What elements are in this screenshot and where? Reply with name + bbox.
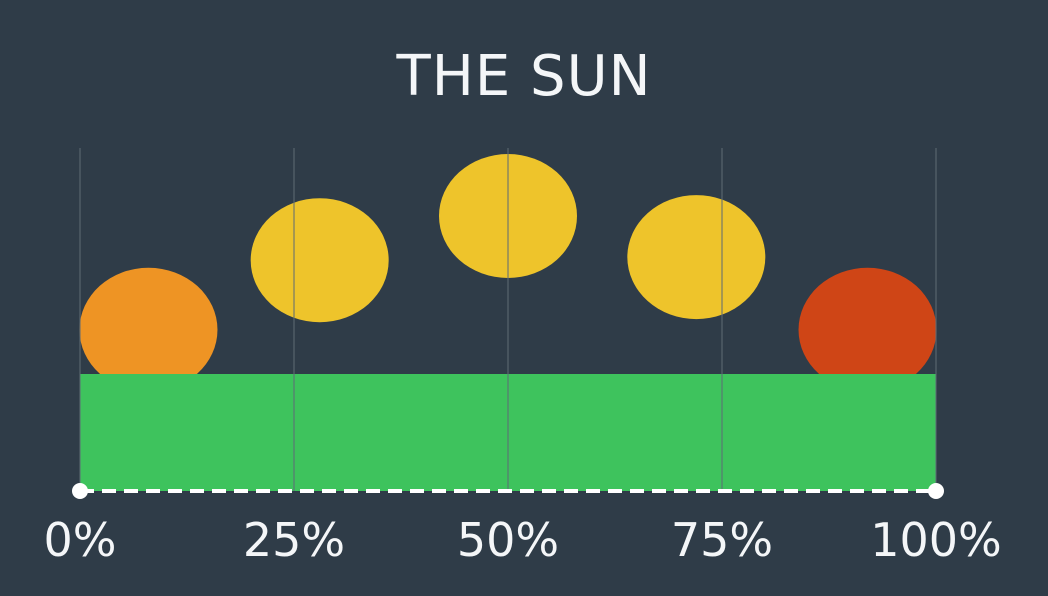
sun-rising-0 [79,267,218,374]
sun-up-1 [250,198,389,323]
diagram-title: THE SUN [396,44,652,109]
tick-label-100: 100% [870,513,1002,567]
track-start-dot [72,483,88,499]
tick-label-75: 75% [670,513,774,567]
suns [79,154,937,374]
tick-label-50: 50% [456,513,560,567]
track-end-dot [928,483,944,499]
sun-up-3 [627,195,766,320]
sun-setting-4 [798,267,937,374]
tick-label-0: 0% [43,513,117,567]
tick-label-25: 25% [242,513,346,567]
